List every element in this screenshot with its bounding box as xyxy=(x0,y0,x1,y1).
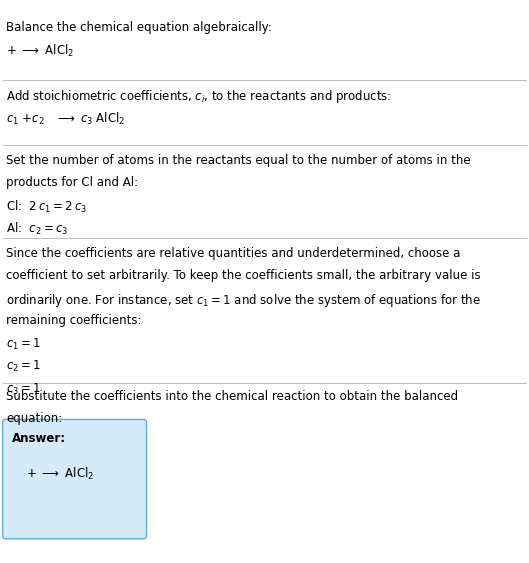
Text: $c_3 = 1$: $c_3 = 1$ xyxy=(6,382,41,397)
Text: $c_1 = 1$: $c_1 = 1$ xyxy=(6,337,41,352)
Text: coefficient to set arbitrarily. To keep the coefficients small, the arbitrary va: coefficient to set arbitrarily. To keep … xyxy=(6,269,481,282)
Text: Add stoichiometric coefficients, $c_i$, to the reactants and products:: Add stoichiometric coefficients, $c_i$, … xyxy=(6,88,392,105)
Text: Al:  $c_2 = c_3$: Al: $c_2 = c_3$ xyxy=(6,221,69,238)
FancyBboxPatch shape xyxy=(3,419,147,539)
Text: Since the coefficients are relative quantities and underdetermined, choose a: Since the coefficients are relative quan… xyxy=(6,247,461,260)
Text: ordinarily one. For instance, set $c_1 = 1$ and solve the system of equations fo: ordinarily one. For instance, set $c_1 =… xyxy=(6,292,481,309)
Text: equation:: equation: xyxy=(6,412,62,425)
Text: $c_2 = 1$: $c_2 = 1$ xyxy=(6,359,41,374)
Text: products for Cl and Al:: products for Cl and Al: xyxy=(6,176,139,189)
Text: Balance the chemical equation algebraically:: Balance the chemical equation algebraica… xyxy=(6,21,272,34)
Text: remaining coefficients:: remaining coefficients: xyxy=(6,314,142,327)
Text: Cl:  $2\,c_1 = 2\,c_3$: Cl: $2\,c_1 = 2\,c_3$ xyxy=(6,199,87,215)
Text: Substitute the coefficients into the chemical reaction to obtain the balanced: Substitute the coefficients into the che… xyxy=(6,390,459,403)
Text: $c_1$ +$c_2$   $\longrightarrow$ $c_3$ AlCl$_2$: $c_1$ +$c_2$ $\longrightarrow$ $c_3$ AlC… xyxy=(6,111,125,127)
Text: + $\longrightarrow$ AlCl$_2$: + $\longrightarrow$ AlCl$_2$ xyxy=(6,43,75,60)
Text: Set the number of atoms in the reactants equal to the number of atoms in the: Set the number of atoms in the reactants… xyxy=(6,154,471,167)
Text: + $\longrightarrow$ AlCl$_2$: + $\longrightarrow$ AlCl$_2$ xyxy=(26,466,95,482)
Text: Answer:: Answer: xyxy=(12,432,66,445)
